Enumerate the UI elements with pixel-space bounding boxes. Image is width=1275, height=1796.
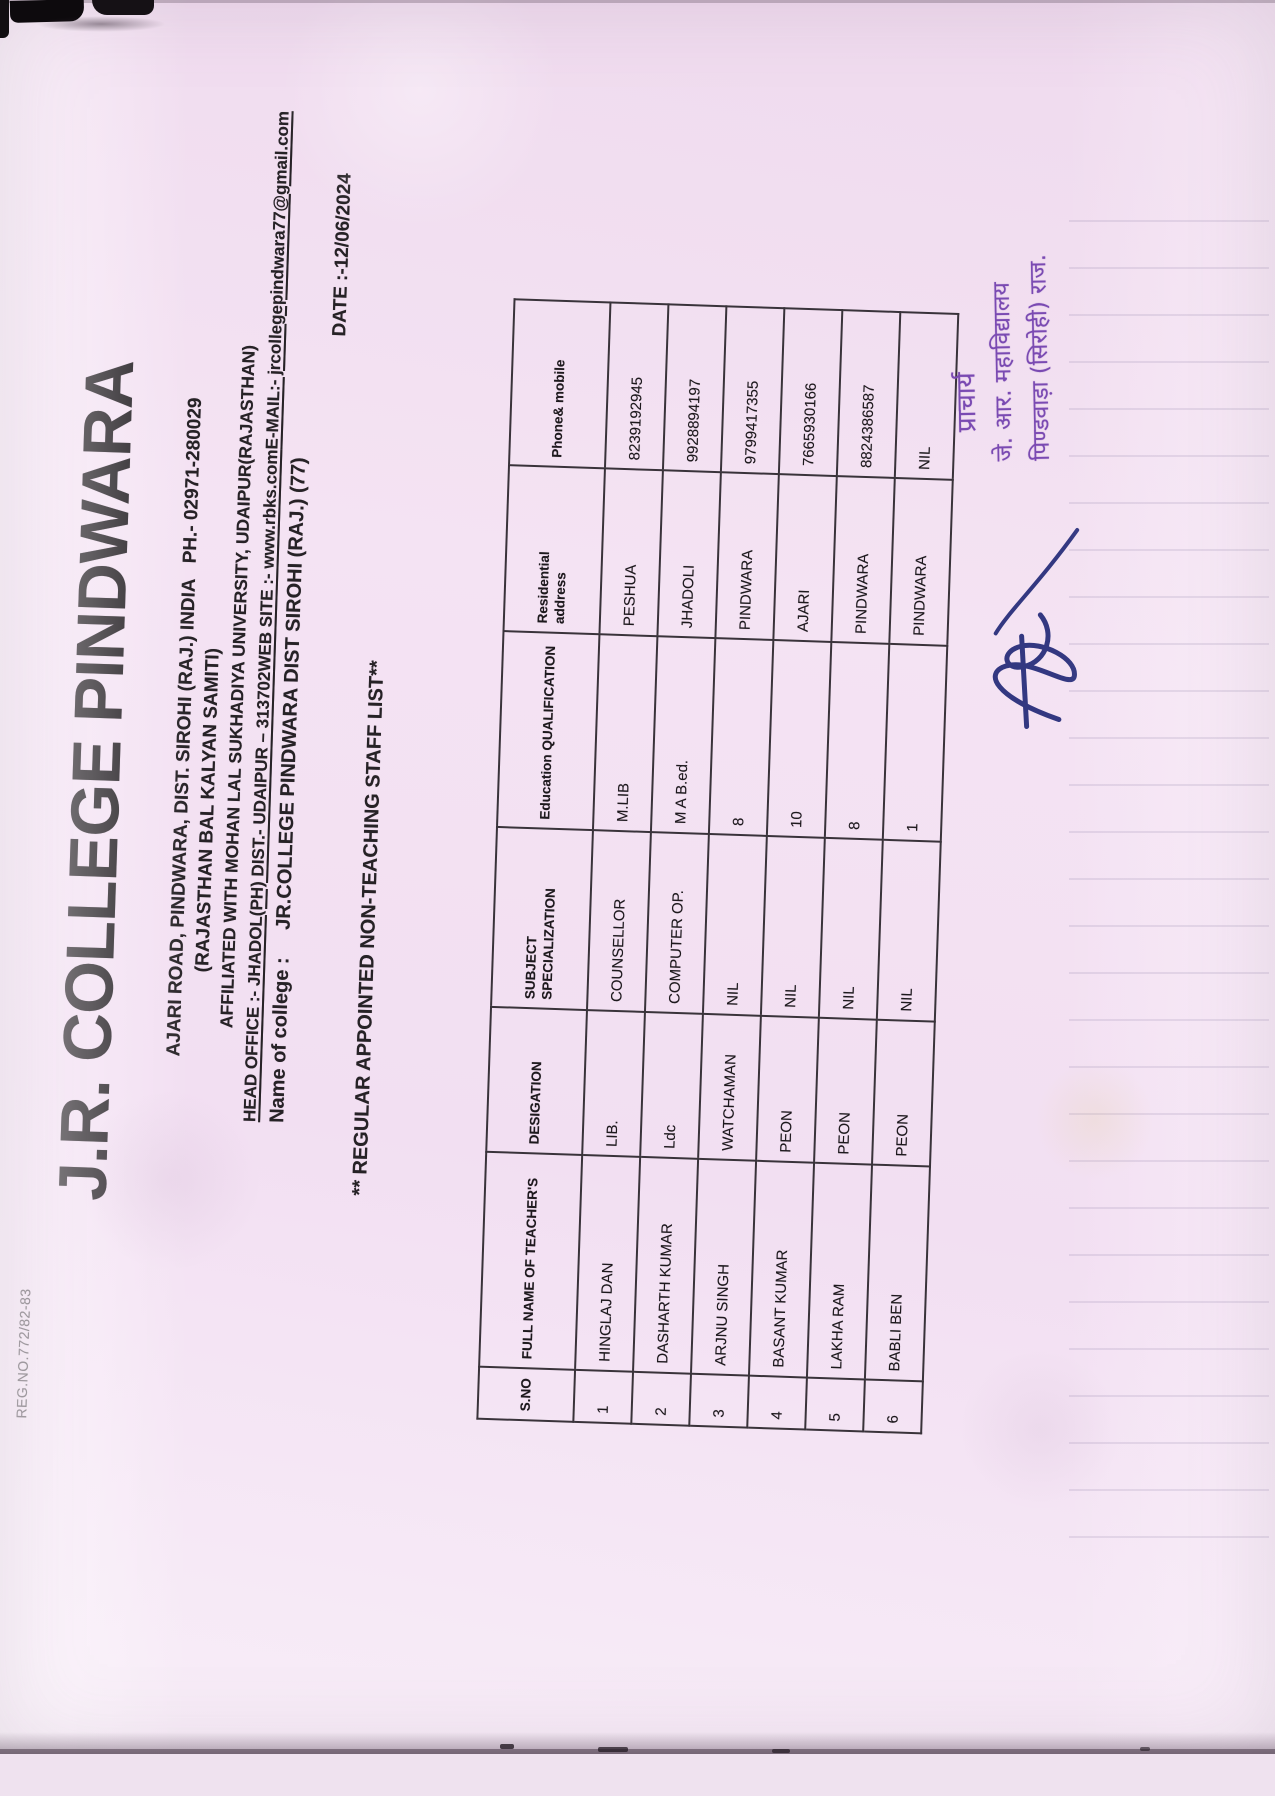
table-cell: HINGLAJ DAN <box>575 1154 641 1372</box>
column-header: DESIGATION <box>486 1006 587 1155</box>
table-cell: COMPUTER OP. <box>644 832 709 1014</box>
table-cell: 1 <box>882 643 948 842</box>
table-cell: 9799417355 <box>720 306 785 475</box>
table-cell: LIB. <box>582 1010 645 1157</box>
stamp-line-principal: प्राचार्य <box>951 371 983 433</box>
table-cell: 4 <box>747 1375 807 1430</box>
scanned-page: REG.NO.772/82-83 J.R. COLLEGE PINDWARA A… <box>0 0 1275 1754</box>
table-cell: 3 <box>689 1373 749 1428</box>
table-cell: COUNSELLOR <box>586 830 651 1012</box>
table-cell: PINDWARA <box>889 477 953 646</box>
stamp-line-place: पिण्डवाड़ा (सिरोही) राज. <box>1025 253 1056 461</box>
table-cell: AJARI <box>773 474 837 642</box>
table-cell: BABLI BEN <box>864 1164 930 1382</box>
table-cell: PEON <box>814 1017 877 1165</box>
column-header: FULL NAME OF TEACHER'S <box>479 1151 583 1370</box>
stamp-line-college: जे. आर. महाविद्यालय <box>988 281 1019 462</box>
table-cell: 10 <box>766 640 832 838</box>
table-cell: 8239192945 <box>604 302 669 471</box>
college-title: J.R. COLLEGE PINDWARA <box>44 359 149 1202</box>
registration-number: REG.NO.772/82-83 <box>13 1288 34 1419</box>
table-cell: NIL <box>818 837 883 1020</box>
staff-table: S.NO FULL NAME OF TEACHER'S DESIGATION SUBJ… <box>476 298 959 1434</box>
table-cell: 5 <box>805 1377 865 1432</box>
table-cell: WATCHAMAN <box>698 1013 761 1161</box>
table-cell: 6 <box>863 1379 923 1434</box>
column-header: Education QUALIFICATION <box>497 631 600 831</box>
column-header: SUBJECT SPECIALIZATION <box>491 826 593 1011</box>
table-cell: LAKHA RAM <box>806 1162 873 1380</box>
college-name-label: Name of college : <box>266 956 294 1124</box>
table-cell: 1 <box>573 1369 634 1424</box>
table-cell: 8 <box>824 641 890 840</box>
table-cell: NIL <box>760 835 825 1018</box>
table-cell: NIL <box>876 839 941 1022</box>
principal-stamp: प्राचार्य जे. आर. महाविद्यालय पिण्डवाड़ा… <box>944 130 1061 462</box>
table-cell: M A B.ed. <box>650 636 716 834</box>
table-cell: DASHARTH KUMAR <box>633 1156 699 1374</box>
column-header: Phone& mobile <box>509 299 611 469</box>
date-text: DATE :-12/06/2024 <box>329 172 356 337</box>
column-header: Residential address <box>503 465 605 635</box>
table-cell: PINDWARA <box>831 476 895 644</box>
table-cell: 8824386587 <box>836 310 901 478</box>
table-cell: 9928894197 <box>662 304 727 473</box>
table-cell: M.LIB <box>592 634 658 833</box>
signature-scribble <box>992 528 1080 729</box>
table-cell: PINDWARA <box>715 472 779 641</box>
staff-table-body: 1 HINGLAJ DAN LIB. COUNSELLOR M.LIB PESHUA 823… <box>573 302 959 1434</box>
staff-list-title: ** REGULAR APPOINTED NON-TEACHING STAFF … <box>348 659 389 1196</box>
website-text: WEB SITE :- www.rbks.com <box>255 449 282 672</box>
column-header: S.NO <box>477 1366 576 1422</box>
table-cell: PEON <box>872 1019 935 1167</box>
table-cell: ARJNU SINGH <box>690 1158 757 1376</box>
paper-sheet: REG.NO.772/82-83 J.R. COLLEGE PINDWARA A… <box>0 0 1275 1754</box>
table-cell: PEON <box>756 1015 819 1163</box>
table-cell: JHADOLI <box>657 470 721 639</box>
table-cell: PESHUA <box>599 468 663 637</box>
table-cell: 2 <box>631 1371 691 1426</box>
table-cell: 8 <box>708 638 774 836</box>
table-cell: 7665930166 <box>778 308 843 477</box>
table-cell: Ldc <box>640 1011 703 1159</box>
table-cell: NIL <box>702 833 767 1016</box>
table-cell: BASANT KUMAR <box>748 1160 815 1378</box>
email-text: E-MAIL:- jrcollegepindwara77@gmail.com <box>262 110 293 450</box>
